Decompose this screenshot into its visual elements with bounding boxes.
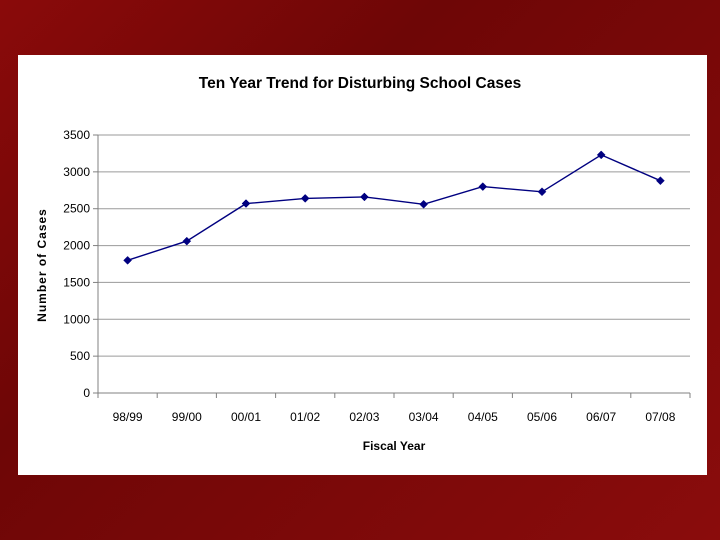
data-point-05-06 <box>537 187 547 197</box>
chart-title: Ten Year Trend for Disturbing School Cas… <box>199 75 521 92</box>
x-tick-label: 06/07 <box>586 410 616 424</box>
y-tick-label: 3500 <box>63 128 90 142</box>
data-point-03-04 <box>419 199 428 209</box>
y-tick-label: 1500 <box>63 275 90 289</box>
x-tick-label: 99/00 <box>172 410 202 424</box>
data-point-98-99 <box>123 255 132 265</box>
axes <box>93 134 691 398</box>
data-point-99-00 <box>182 236 192 246</box>
x-axis-title: Fiscal Year <box>363 439 426 453</box>
data-point-06-07 <box>596 150 606 160</box>
data-point-07-08 <box>656 176 665 186</box>
x-tick-label: 04/05 <box>468 410 498 424</box>
y-tick-label: 1000 <box>63 312 90 326</box>
y-tick-label: 2000 <box>63 239 90 253</box>
x-tick-label: 05/06 <box>527 410 557 424</box>
slide-panel: Ten Year Trend for Disturbing School Cas… <box>18 55 707 475</box>
x-tick-label: 01/02 <box>290 410 320 424</box>
y-axis-title: Number of Cases <box>35 208 49 322</box>
data-point-02-03 <box>360 192 369 202</box>
data-point-00-01 <box>241 199 251 208</box>
data-point-04-05 <box>478 182 488 191</box>
x-tick-label: 07/08 <box>645 410 675 424</box>
x-tick-label: 98/99 <box>113 410 143 424</box>
gridlines <box>98 134 690 357</box>
data-point-01-02 <box>300 194 310 203</box>
x-tick-label: 02/03 <box>349 410 379 424</box>
x-tick-label: 03/04 <box>409 410 439 424</box>
series-line <box>127 154 661 261</box>
y-tick-labels: 0 500 1000 1500 2000 2500 3000 3500 <box>63 128 90 400</box>
y-tick-label: 0 <box>83 386 90 400</box>
x-tick-label: 00/01 <box>231 410 261 424</box>
x-tick-labels: 98/99 99/00 00/01 01/02 02/03 03/04 04/05 05/06… <box>113 410 676 424</box>
y-tick-label: 3000 <box>63 165 90 179</box>
series-layer <box>123 150 665 265</box>
y-tick-label: 500 <box>70 349 90 363</box>
y-tick-label: 2500 <box>63 202 90 216</box>
line-chart: Ten Year Trend for Disturbing School Cas… <box>35 75 691 453</box>
